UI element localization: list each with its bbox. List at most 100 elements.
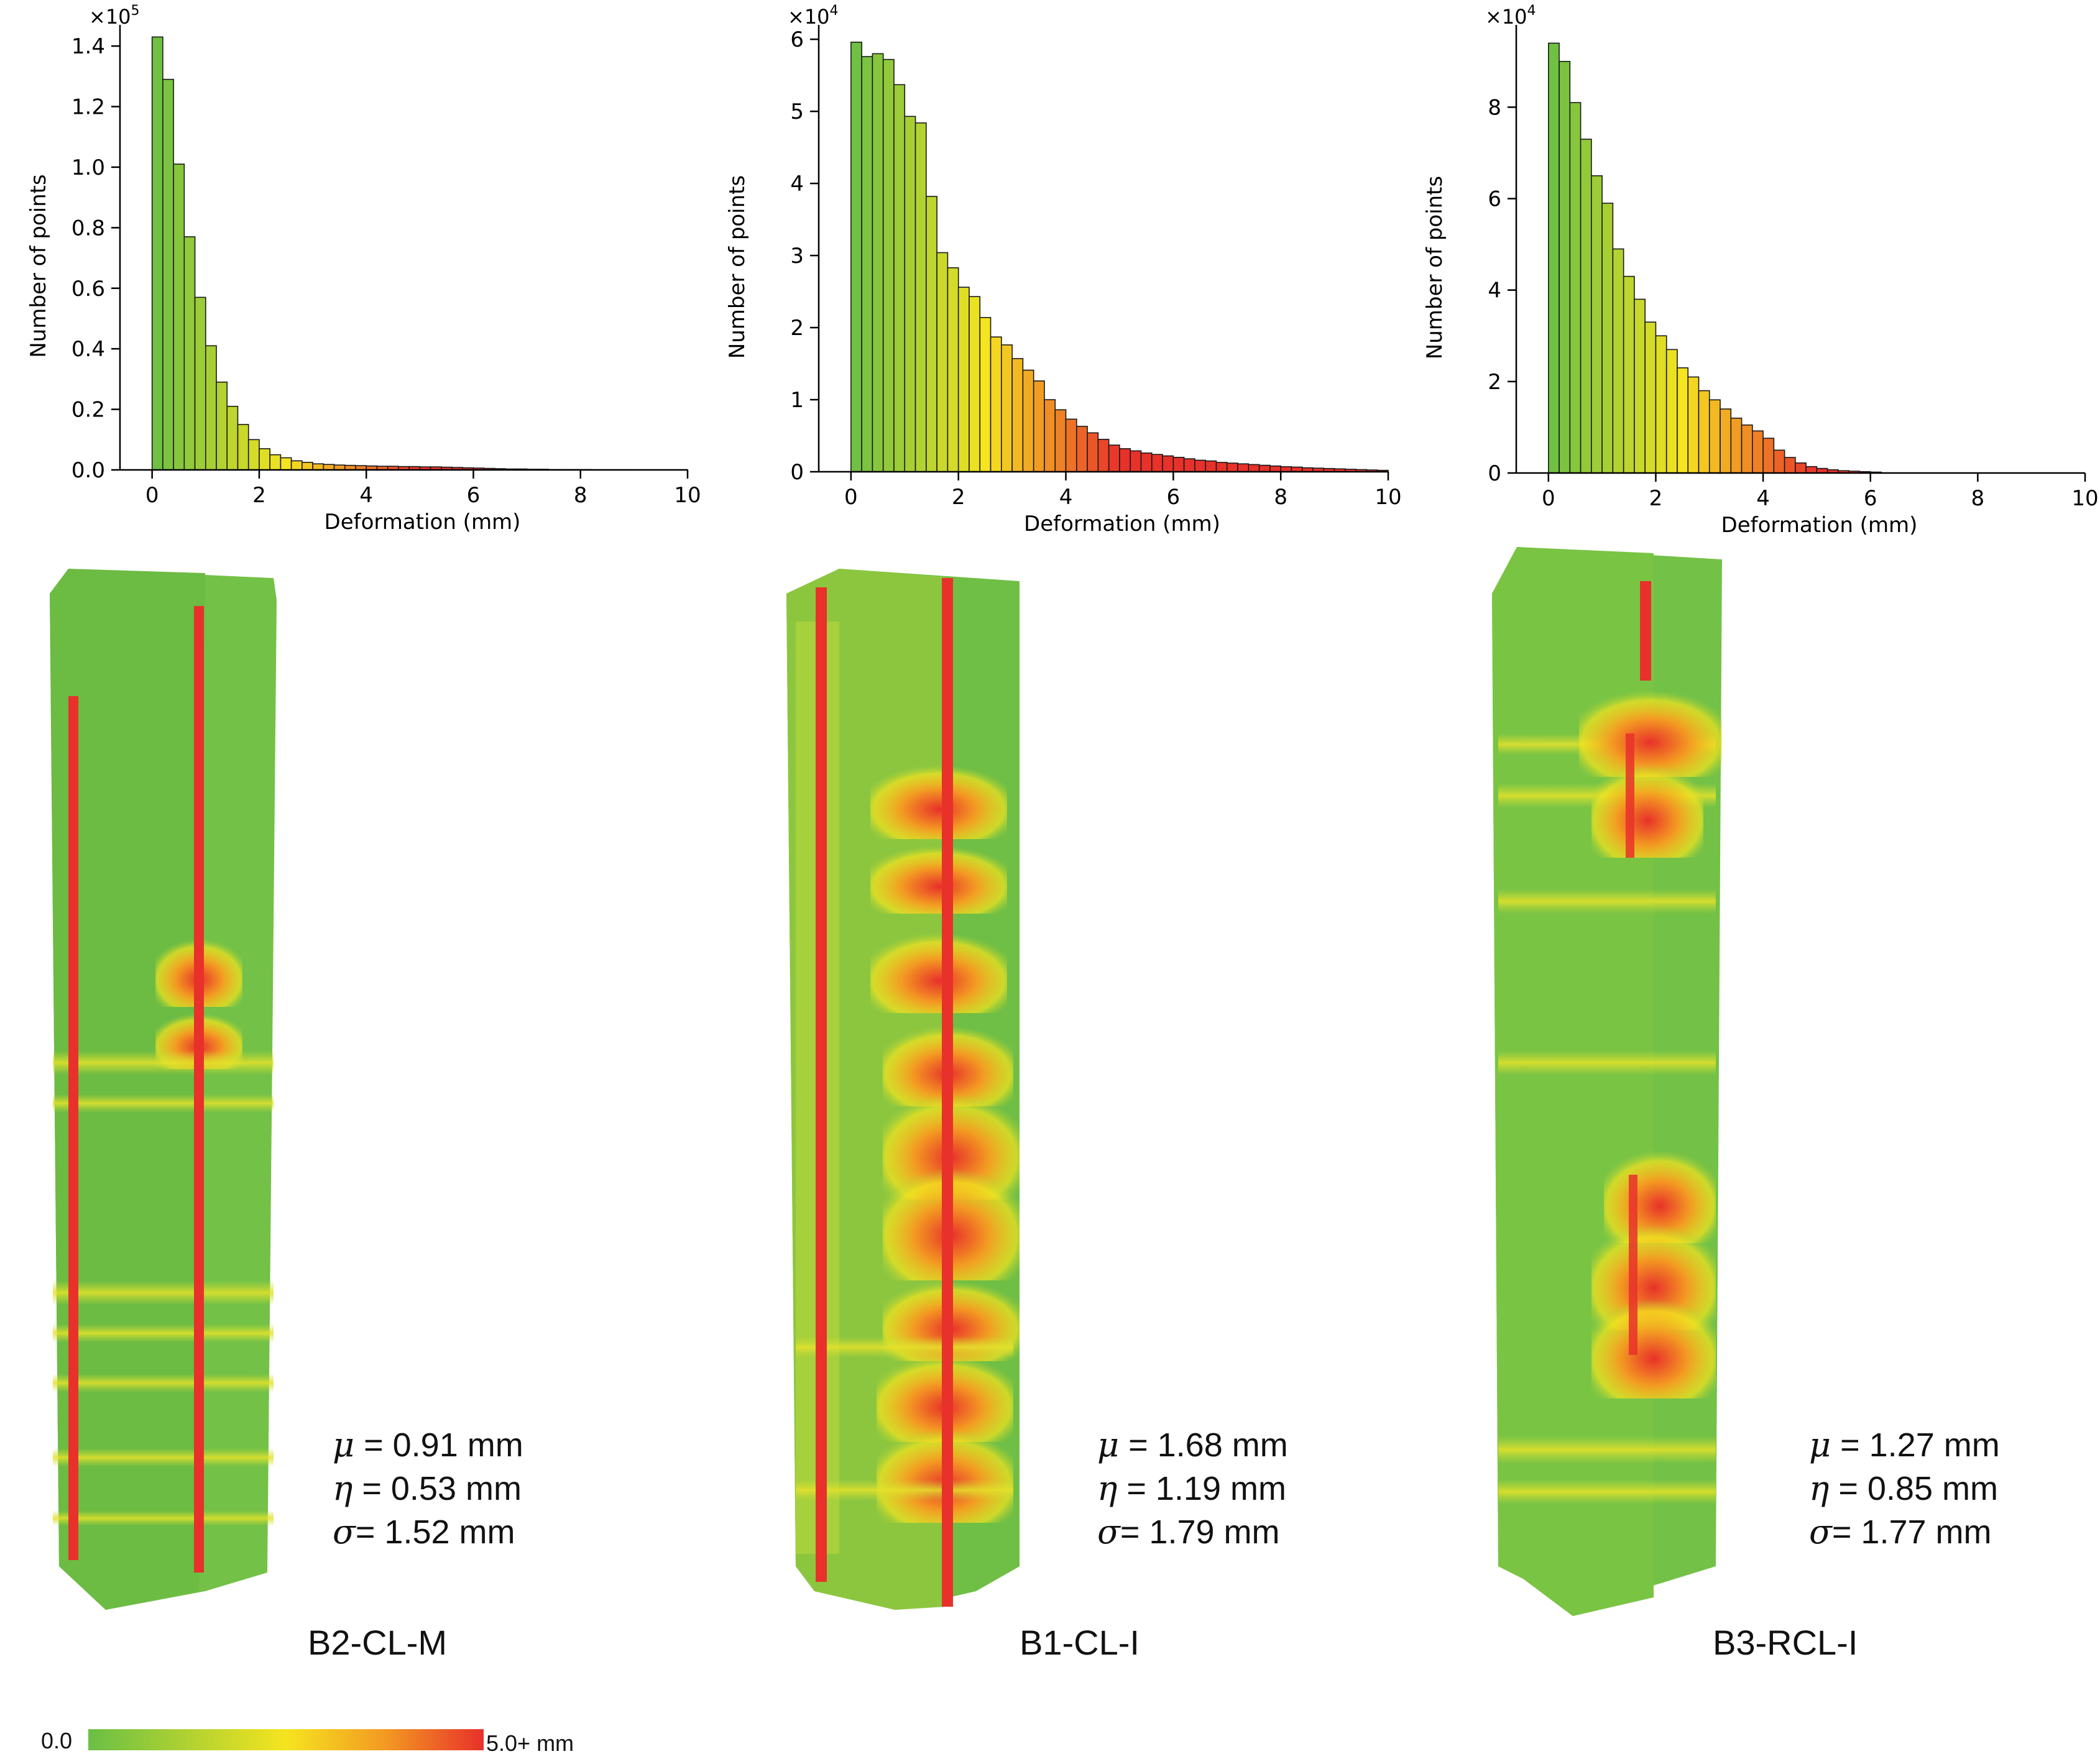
stat-mean: μ = 1.27 mm: [1809, 1425, 2000, 1464]
y-tick-label: 0.2: [71, 398, 105, 423]
y-tick-label: 0.0: [71, 458, 105, 483]
x-tick-label: 10: [674, 483, 701, 508]
histogram-bar: [872, 53, 884, 472]
histogram-bar: [1805, 466, 1818, 474]
histogram-bar: [1644, 321, 1657, 474]
histogram-bar: [926, 196, 937, 472]
stats-block-b2-cl-m: μ = 0.91 mm η = 0.53 mm σ= 1.52 mm: [333, 1423, 523, 1554]
x-tick-label: 8: [1971, 486, 1985, 511]
histogram-bar: [1623, 275, 1635, 474]
histogram-bar: [1665, 349, 1678, 474]
histogram-bar: [1559, 61, 1571, 474]
y-tick-label: 2: [790, 316, 804, 341]
histogram-bar: [861, 56, 873, 472]
histogram-bar: [882, 58, 895, 472]
y-tick-label: 0.6: [71, 277, 105, 301]
histogram-bar: [1162, 455, 1174, 472]
histogram-bar: [1237, 463, 1250, 472]
x-tick-label: 8: [574, 483, 587, 508]
histogram-bar: [936, 252, 949, 472]
histogram-b2-cl-m: 0 2 4 6 8 10 0.0 0.2 0.4 0.6 0.8 1.0 1.2 1.4 ×105 Defor…: [26, 3, 701, 535]
histogram-bar: [1172, 457, 1185, 472]
histogram-bar: [957, 287, 970, 472]
y-tick-label: 6: [1488, 187, 1501, 212]
specimen-render-b1-cl-i: [786, 569, 1020, 1610]
histogram-bar: [194, 296, 206, 471]
stat-mean: μ = 1.68 mm: [1097, 1425, 1288, 1464]
stat-stdev: σ= 1.77 mm: [1809, 1512, 1992, 1551]
hotspot: [1591, 1299, 1716, 1398]
x-tick-label: 2: [952, 485, 965, 510]
band: [53, 1374, 274, 1392]
histogram-bar: [312, 463, 325, 471]
x-tick-label: 0: [1542, 486, 1555, 511]
histogram-bar: [1580, 139, 1592, 474]
histogram-bar: [947, 267, 959, 472]
x-tick-label: 0: [145, 483, 159, 508]
histogram-bar: [1001, 344, 1013, 472]
crack-line: [816, 587, 827, 1582]
histogram-bar: [162, 78, 174, 471]
stat-stdev: σ= 1.79 mm: [1097, 1512, 1280, 1551]
histogram-bar: [1054, 409, 1067, 472]
histogram-bar: [1130, 450, 1142, 472]
crack-line: [942, 578, 953, 1607]
histogram-bar: [1698, 390, 1710, 474]
histogram-bar: [302, 462, 313, 471]
histogram-bar: [1044, 399, 1056, 472]
y-tick-label: 3: [790, 244, 804, 269]
x-tick-label: 6: [1864, 486, 1877, 511]
histogram-bar: [1183, 458, 1195, 472]
histogram-bar: [990, 336, 1002, 472]
histogram-bar: [1097, 439, 1110, 472]
band: [53, 1510, 274, 1526]
histogram-bar: [290, 460, 303, 471]
stat-median: η = 0.85 mm: [1809, 1469, 1998, 1508]
specimen-render-b2-cl-m: [50, 569, 277, 1610]
band: [53, 1280, 274, 1305]
x-tick-label: 0: [844, 485, 858, 510]
y-tick-label: 8: [1488, 95, 1501, 120]
histogram-b3-rcl-i: 0 2 4 6 8 10 0 2 4 6 8 ×104 Deformation (mm) Number o…: [1422, 3, 2099, 538]
hotspot: [870, 765, 1007, 839]
histogram-bar: [1547, 42, 1560, 474]
band: [1498, 1050, 1716, 1075]
histogram-bar: [979, 317, 992, 472]
band: [796, 1336, 1013, 1358]
y-axis-label: Number of points: [1422, 176, 1447, 359]
band: [1498, 1436, 1716, 1464]
histogram-bar: [1119, 448, 1131, 472]
y-tick-label: 0.4: [71, 337, 105, 362]
histogram-bar: [1011, 358, 1024, 472]
x-axis-label: Deformation (mm): [1721, 513, 1918, 538]
band: [53, 1094, 274, 1113]
y-tick-label: 4: [1488, 278, 1501, 303]
histogram-bar: [1194, 459, 1206, 472]
band: [796, 1479, 1013, 1501]
y-multiplier-label: ×105: [89, 3, 140, 29]
histogram-bar: [1752, 430, 1764, 474]
histogram-bar: [850, 42, 862, 472]
hotspot: [870, 845, 1007, 914]
histogram-bar: [969, 296, 981, 472]
column-face-shade: [50, 569, 205, 1610]
y-tick-label: 5: [790, 99, 804, 124]
histogram-bar: [1269, 465, 1281, 472]
specimen-label: B3-RCL-I: [1713, 1623, 1858, 1662]
stat-median: η = 0.53 mm: [333, 1469, 522, 1508]
colorbar-max-label: 5.0+ mm: [486, 1730, 574, 1756]
histogram-bar: [1258, 464, 1271, 472]
x-tick-label: 4: [359, 483, 373, 508]
colorbar-min-label: 0.0: [41, 1728, 73, 1753]
x-tick-label: 10: [2071, 486, 2098, 511]
stat-mean: μ = 0.91 mm: [333, 1425, 523, 1464]
crack-line: [194, 606, 204, 1573]
histogram-bar: [1151, 454, 1163, 472]
x-tick-label: 2: [1649, 486, 1663, 511]
specimen-label: B2-CL-M: [308, 1623, 448, 1662]
specimen-render-b3-rcl-i: [1492, 547, 1722, 1616]
hotspot: [1591, 765, 1703, 858]
band: [1498, 889, 1716, 914]
histogram-bar: [1655, 335, 1667, 474]
